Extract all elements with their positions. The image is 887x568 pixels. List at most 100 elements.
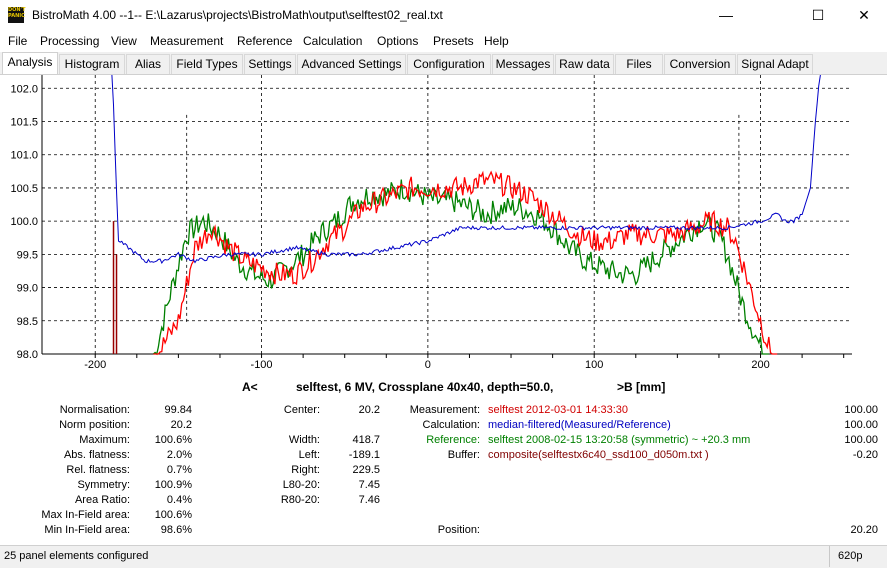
normalisation-label: Normalisation: — [59, 404, 130, 416]
abs-flatness-value: 2.0% — [166, 449, 192, 461]
y-tick-label: 100.0 — [10, 216, 38, 228]
title-bar: DON'T PANIC BistroMath 4.00 --1-- E:\Laza… — [0, 0, 887, 31]
tab-settings[interactable]: Settings — [244, 54, 296, 74]
tab-alias[interactable]: Alias — [126, 54, 170, 74]
tab-advanced-settings[interactable]: Advanced Settings — [297, 54, 406, 74]
menu-reference[interactable]: Reference — [237, 34, 293, 48]
measurement-label: Measurement: — [409, 404, 480, 416]
status-divider — [829, 546, 830, 567]
position-value: 20.20 — [850, 524, 878, 536]
measurement-value: 100.00 — [844, 404, 878, 416]
center-value: 20.2 — [358, 404, 380, 416]
right-edge-value: 229.5 — [352, 464, 380, 476]
r80-20-value: 7.46 — [358, 494, 380, 506]
abs-flatness-label: Abs. flatness: — [63, 449, 130, 461]
right-edge-label: Right: — [291, 464, 320, 476]
y-tick-label: 102.0 — [10, 83, 38, 95]
norm-position-label: Norm position: — [59, 419, 130, 431]
calculation-text: median-filtered(Measured/Reference) — [488, 419, 671, 431]
tab-bar: Analysis Histogram Alias Field Types Set… — [0, 52, 887, 75]
axis-label-left: A< — [242, 380, 258, 394]
reference-series-line — [152, 179, 769, 356]
tab-configuration[interactable]: Configuration — [407, 54, 491, 74]
buffer-label: Buffer: — [447, 449, 480, 461]
normalisation-value: 99.84 — [164, 404, 192, 416]
axis-label-right: >B [mm] — [617, 380, 666, 394]
menu-bar: File Processing View Measurement Referen… — [0, 31, 887, 52]
left-edge-value: -189.1 — [348, 449, 380, 461]
analysis-panel: 102.0 101.5 101.0 100.5 100.0 99.5 99.0 98.5 98.… — [0, 74, 887, 546]
tab-histogram[interactable]: Histogram — [59, 54, 125, 74]
window-title: BistroMath 4.00 --1-- E:\Lazarus\project… — [32, 8, 443, 22]
status-pixel-count: 620p — [838, 550, 863, 562]
reference-text: selftest 2008-02-15 13:20:58 (symmetric)… — [488, 434, 751, 446]
calculation-value: 100.00 — [844, 419, 878, 431]
menu-processing[interactable]: Processing — [40, 34, 100, 48]
min-infield-label: Min In-Field area: — [44, 524, 130, 536]
menu-presets[interactable]: Presets — [433, 34, 474, 48]
tab-raw-data[interactable]: Raw data — [555, 54, 614, 74]
x-tick-label: 200 — [751, 359, 769, 371]
chart-grid — [41, 75, 852, 355]
left-edge-label: Left: — [298, 449, 320, 461]
chart-title: selftest, 6 MV, Crossplane 40x40, depth=… — [296, 380, 554, 394]
norm-position-value: 20.2 — [170, 419, 192, 431]
y-tick-label: 99.0 — [17, 283, 38, 295]
chart-series — [111, 75, 821, 356]
area-ratio-value: 0.4% — [166, 494, 192, 506]
width-label: Width: — [288, 434, 320, 446]
menu-options[interactable]: Options — [377, 34, 419, 48]
status-text: 25 panel elements configured — [4, 550, 149, 562]
y-tick-label: 101.0 — [10, 150, 38, 162]
x-tick-label: -200 — [84, 359, 106, 371]
symmetry-label: Symmetry: — [77, 479, 130, 491]
tab-field-types[interactable]: Field Types — [171, 54, 243, 74]
y-tick-label: 99.5 — [17, 249, 38, 261]
max-infield-value: 100.6% — [154, 509, 192, 521]
measurement-text: selftest 2012-03-01 14:33:30 — [488, 404, 629, 416]
position-label: Position: — [437, 524, 480, 536]
measured-series-line — [153, 170, 778, 355]
maximum-value: 100.6% — [154, 434, 192, 446]
maximum-label: Maximum: — [79, 434, 130, 446]
l80-20-label: L80-20: — [282, 479, 320, 491]
rel-flatness-label: Rel. flatness: — [66, 464, 130, 476]
buffer-value: -0.20 — [852, 449, 878, 461]
reference-label: Reference: — [426, 434, 480, 446]
symmetry-value: 100.9% — [154, 479, 192, 491]
tab-messages[interactable]: Messages — [492, 54, 554, 74]
rel-flatness-value: 0.7% — [166, 464, 192, 476]
tab-files[interactable]: Files — [615, 54, 663, 74]
profile-chart[interactable]: 102.0 101.5 101.0 100.5 100.0 99.5 99.0 98.5 98.… — [0, 75, 887, 405]
tab-analysis[interactable]: Analysis — [2, 52, 58, 75]
menu-file[interactable]: File — [8, 34, 28, 48]
area-ratio-label: Area Ratio: — [74, 494, 130, 506]
calculated-series-line — [111, 75, 821, 265]
tab-conversion[interactable]: Conversion — [664, 54, 736, 74]
menu-calculation[interactable]: Calculation — [303, 34, 363, 48]
reference-value: 100.00 — [844, 434, 878, 446]
x-tick-label: 0 — [425, 359, 431, 371]
r80-20-label: R80-20: — [280, 494, 320, 506]
tab-signal-adapt[interactable]: Signal Adapt — [737, 54, 813, 74]
y-tick-label: 101.5 — [10, 117, 38, 129]
x-tick-label: 100 — [585, 359, 603, 371]
calculation-label: Calculation: — [422, 419, 480, 431]
min-infield-value: 98.6% — [160, 524, 192, 536]
l80-20-value: 7.45 — [358, 479, 380, 491]
maximize-button[interactable]: ☐ — [811, 7, 825, 23]
menu-help[interactable]: Help — [484, 34, 509, 48]
y-tick-label: 98.0 — [17, 349, 38, 361]
center-label: Center: — [283, 404, 320, 416]
minimize-button[interactable]: — — [719, 7, 733, 23]
y-tick-label: 100.5 — [10, 183, 38, 195]
close-button[interactable]: ✕ — [858, 7, 870, 23]
width-value: 418.7 — [352, 434, 380, 446]
buffer-text: composite(selftestx6c40_ssd100_d050m.txt… — [488, 449, 709, 461]
status-bar: 25 panel elements configured 620p — [0, 545, 887, 568]
chart-ticks: 102.0 101.5 101.0 100.5 100.0 99.5 99.0 98.5 98.… — [10, 83, 845, 371]
menu-measurement[interactable]: Measurement — [150, 34, 224, 48]
app-logo-icon: DON'T PANIC — [8, 7, 26, 23]
menu-view[interactable]: View — [111, 34, 137, 48]
x-tick-label: -100 — [251, 359, 273, 371]
